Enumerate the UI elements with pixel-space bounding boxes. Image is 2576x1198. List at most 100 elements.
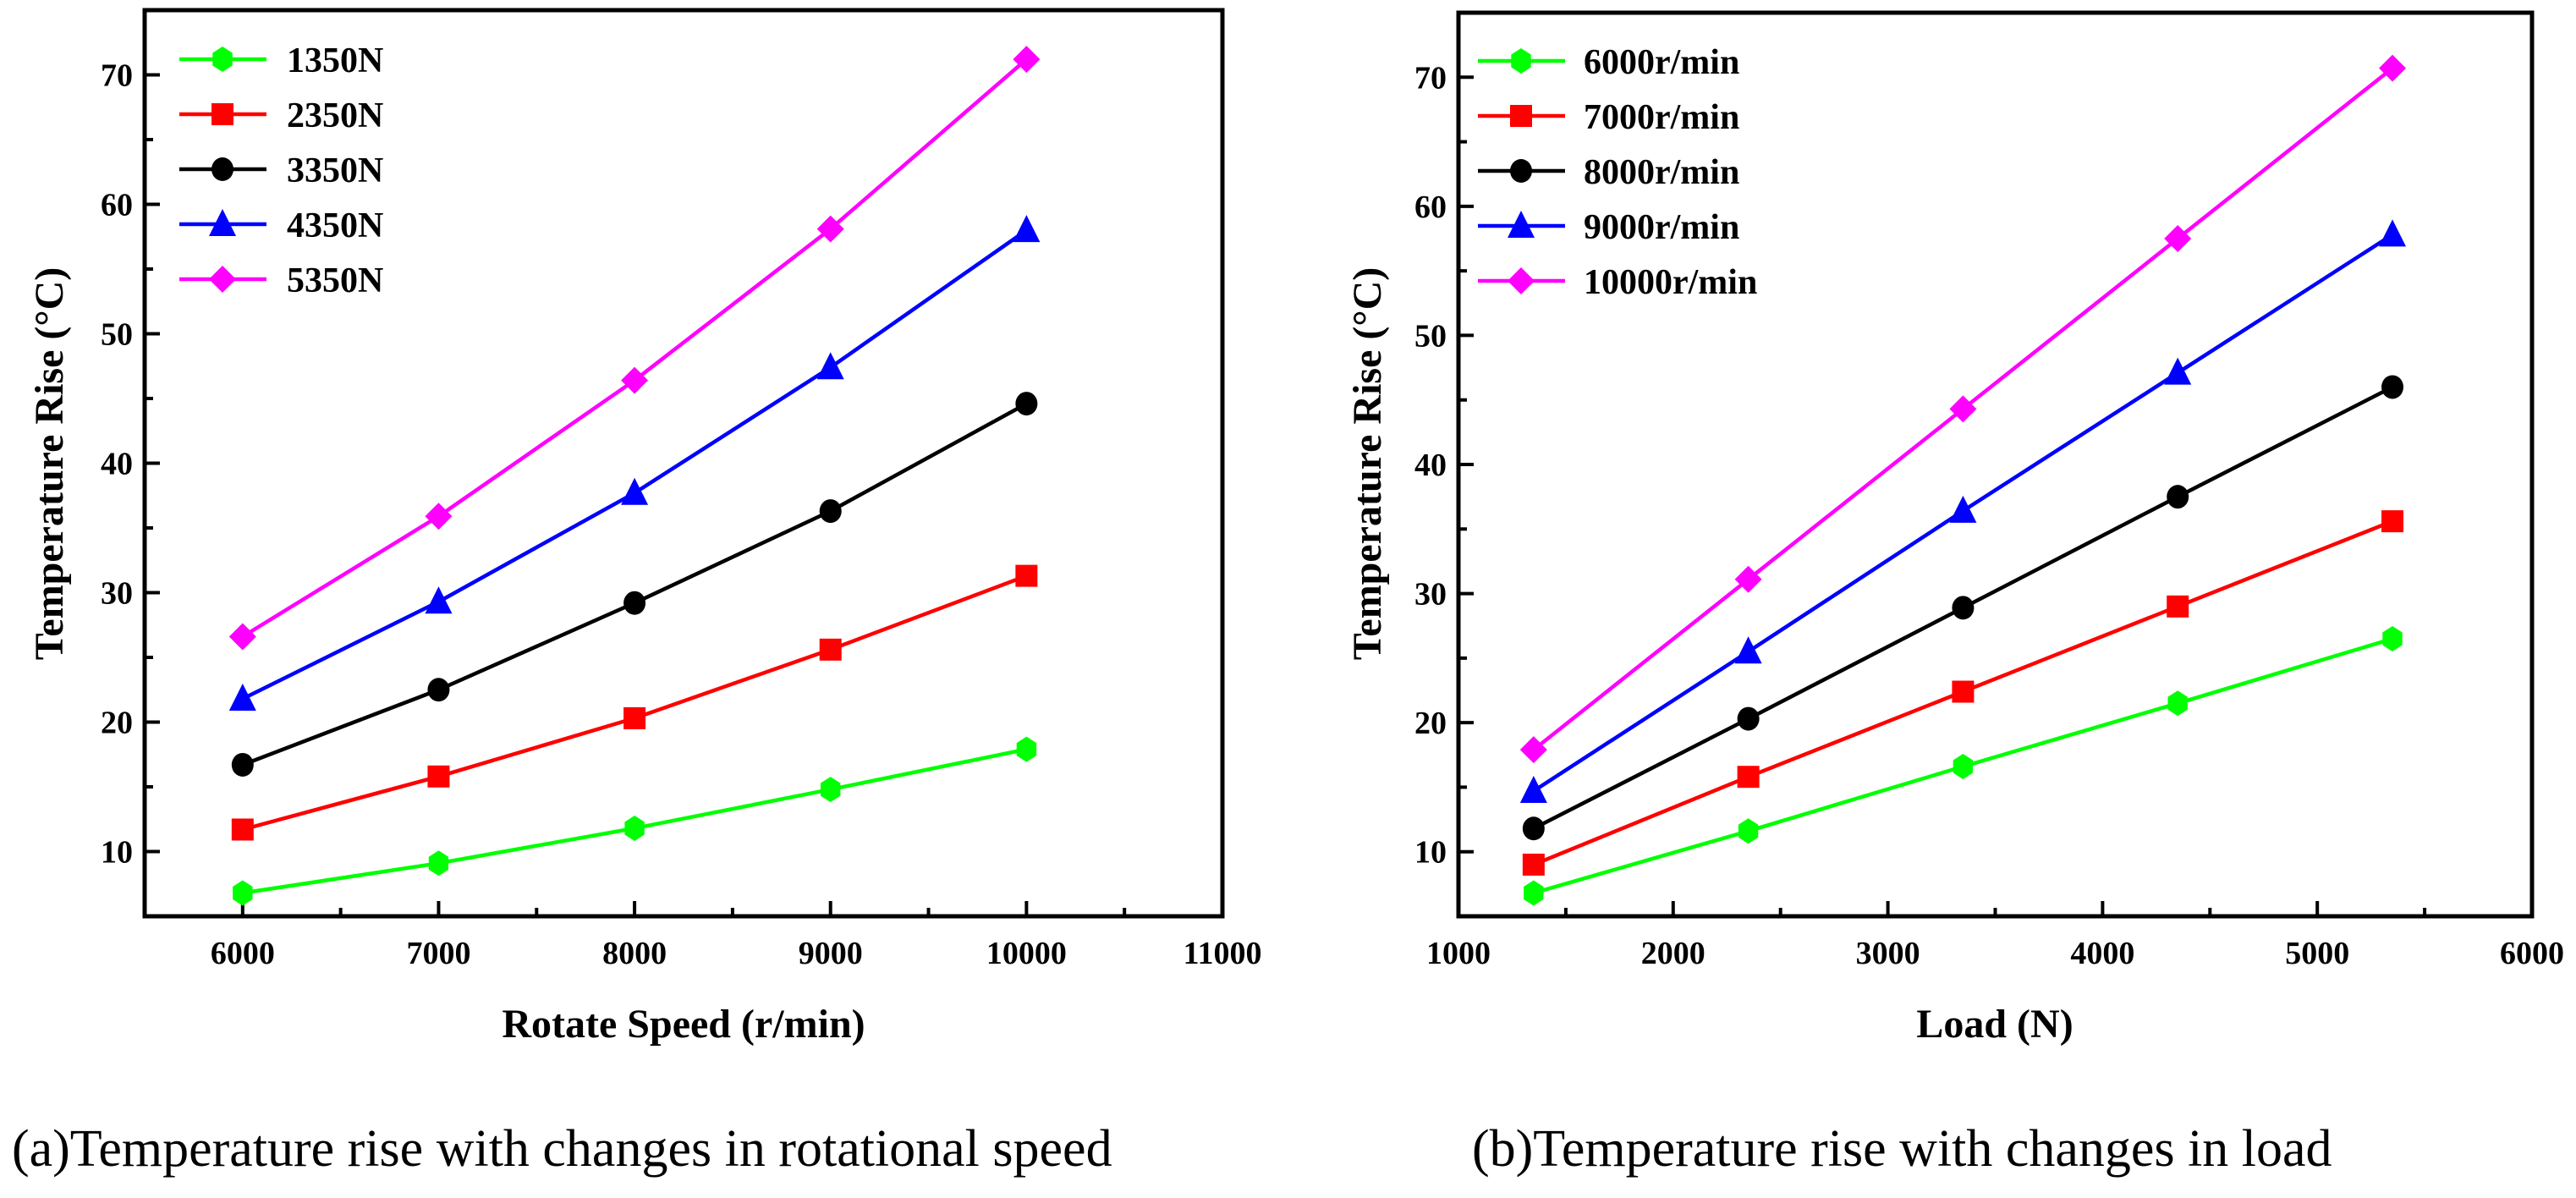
chart-a-legend-marker-diamond-icon [209,266,236,293]
caption-a: (a)Temperature rise with changes in rota… [12,1120,1112,1178]
chart-b-x-tick-label: 1000 [1426,936,1491,971]
chart-b-data-point [1734,565,1762,593]
chart-b-y-tick-label: 40 [1414,448,1447,483]
chart-a-legend-label: 4350N [287,206,383,245]
chart-b-data-point [2167,485,2189,509]
chart-b-series-6000rmin [1524,626,2403,906]
chart-b: 1000 2000 3000 4000 5000 6000 10 20 30 40 50 60 70 60… [1345,10,2564,1178]
chart-a-data-point [228,683,256,711]
chart-b-y-tick-label: 30 [1414,577,1447,613]
chart-a-data-point [425,503,453,530]
chart-b-y-tick-label: 50 [1414,318,1447,354]
chart-a-legend-label: 3350N [287,151,383,190]
chart-a-data-point [1015,564,1038,587]
chart-a-y-tick-label: 20 [101,706,133,741]
chart-b-data-point [1738,818,1759,844]
chart-b-data-point [2167,595,2189,618]
chart-a-legend-item: 1350N [179,41,383,80]
chart-b-series-8000rmin [1522,375,2404,841]
caption-b: (b)Temperature rise with changes in load [1472,1120,2332,1178]
chart-a-legend-marker-square-icon [211,103,233,125]
chart-b-data-point [1522,853,1545,876]
chart-b-legend-label: 10000r/min [1584,263,1757,302]
chart-b-legend-item: 10000r/min [1478,263,1757,302]
chart-a-series-line [241,228,1028,701]
chart-a-data-point [427,765,450,788]
chart-a-y-tick-label: 10 [101,835,133,871]
chart-b-legend-label: 9000r/min [1584,208,1739,247]
chart-b-data-point [1952,596,1975,620]
chart-a: 6000 7000 8000 9000 10000 11000 10 20 30 40 50 60 70… [12,8,1261,1178]
chart-a-legend-marker-circle-icon [211,157,233,181]
chart-b-data-point [1952,680,1975,703]
chart-a-data-point [231,818,254,841]
chart-b-legend-item: 9000r/min [1478,208,1739,247]
chart-a-data-point [816,352,844,380]
chart-b-data-point [1524,880,1544,906]
chart-a-legend-marker-triangle-icon [209,209,236,236]
chart-a-data-point [621,366,649,394]
chart-b-legend-marker-circle-icon [1510,159,1532,183]
chart-b-legend-marker-hexagon-icon [1511,48,1531,74]
chart-a-series-5350n [228,46,1041,651]
chart-a-x-tick-label: 8000 [602,936,667,971]
chart-a-data-point [621,477,649,505]
chart-b-data-point [2379,219,2407,247]
chart-b-data-point [1734,636,1762,664]
chart-b-y-tick-label: 60 [1414,190,1447,225]
chart-b-y-tick-label: 70 [1414,60,1447,96]
chart-a-x-tick-label: 10000 [986,936,1067,971]
chart-a-y-tick-label: 70 [101,58,133,94]
chart-b-data-point [2167,690,2188,717]
chart-b-legend-item: 7000r/min [1478,98,1739,137]
chart-a-legend-label: 2350N [287,96,383,135]
chart-a-series-line [241,58,1028,639]
chart-b-data-point [2164,357,2192,385]
chart-a-data-point [623,591,646,615]
chart-a-data-point [819,499,842,524]
chart-b-data-point [2381,510,2404,533]
chart-a-data-point [1013,215,1041,243]
chart-b-x-axis-title: Load (N) [1916,1002,2073,1047]
chart-a-data-point [231,752,254,777]
chart-b-x-tick-label: 6000 [2500,936,2564,971]
chart-a-data-point [228,623,256,651]
chart-a-legend-item: 3350N [179,151,383,190]
chart-b-data-point [1519,736,1547,764]
chart-a-x-axis-title: Rotate Speed (r/min) [502,1002,865,1047]
chart-a-series-3350n [231,392,1038,777]
chart-a-data-point [624,816,645,841]
chart-a-data-point [816,215,844,243]
chart-a-plot: 6000 7000 8000 9000 10000 11000 10 20 30 40 50 60 70… [101,8,1261,971]
chart-b-data-point [2382,626,2403,651]
chart-a-data-point [233,880,253,906]
chart-a-data-point [425,586,453,614]
chart-a-x-tick-label: 7000 [406,936,470,971]
chart-a-data-point [623,706,646,729]
chart-b-data-point [2381,375,2404,399]
chart-a-series-2350n [231,564,1038,841]
chart-a-legend-label: 1350N [287,41,383,80]
chart-b-legend-item: 6000r/min [1478,43,1739,82]
chart-b-legend-item: 8000r/min [1478,153,1739,192]
chart-a-data-point [819,638,842,661]
chart-b-y-tick-label: 20 [1414,706,1447,741]
chart-a-data-point [1013,46,1041,74]
chart-a-series-4350n [228,215,1041,711]
chart-a-legend-item: 5350N [179,261,383,300]
chart-b-legend-marker-diamond-icon [1508,267,1535,294]
chart-a-data-point [1016,736,1037,762]
chart-a-data-point [1015,392,1038,416]
chart-b-legend-label: 6000r/min [1584,43,1739,82]
chart-b-legend-marker-triangle-icon [1508,211,1535,238]
chart-b-series-10000rmin [1519,54,2407,764]
chart-a-series-1350n [233,736,1037,906]
chart-b-data-point [1949,395,1977,423]
chart-b-plot-frame [1456,10,2535,919]
chart-b-legend-marker-square-icon [1510,105,1532,127]
chart-b-x-tick-label: 3000 [1856,936,1920,971]
chart-b-data-point [1953,754,1974,779]
chart-b-y-tick-label: 10 [1414,835,1447,871]
chart-a-x-tick-label: 9000 [799,936,863,971]
